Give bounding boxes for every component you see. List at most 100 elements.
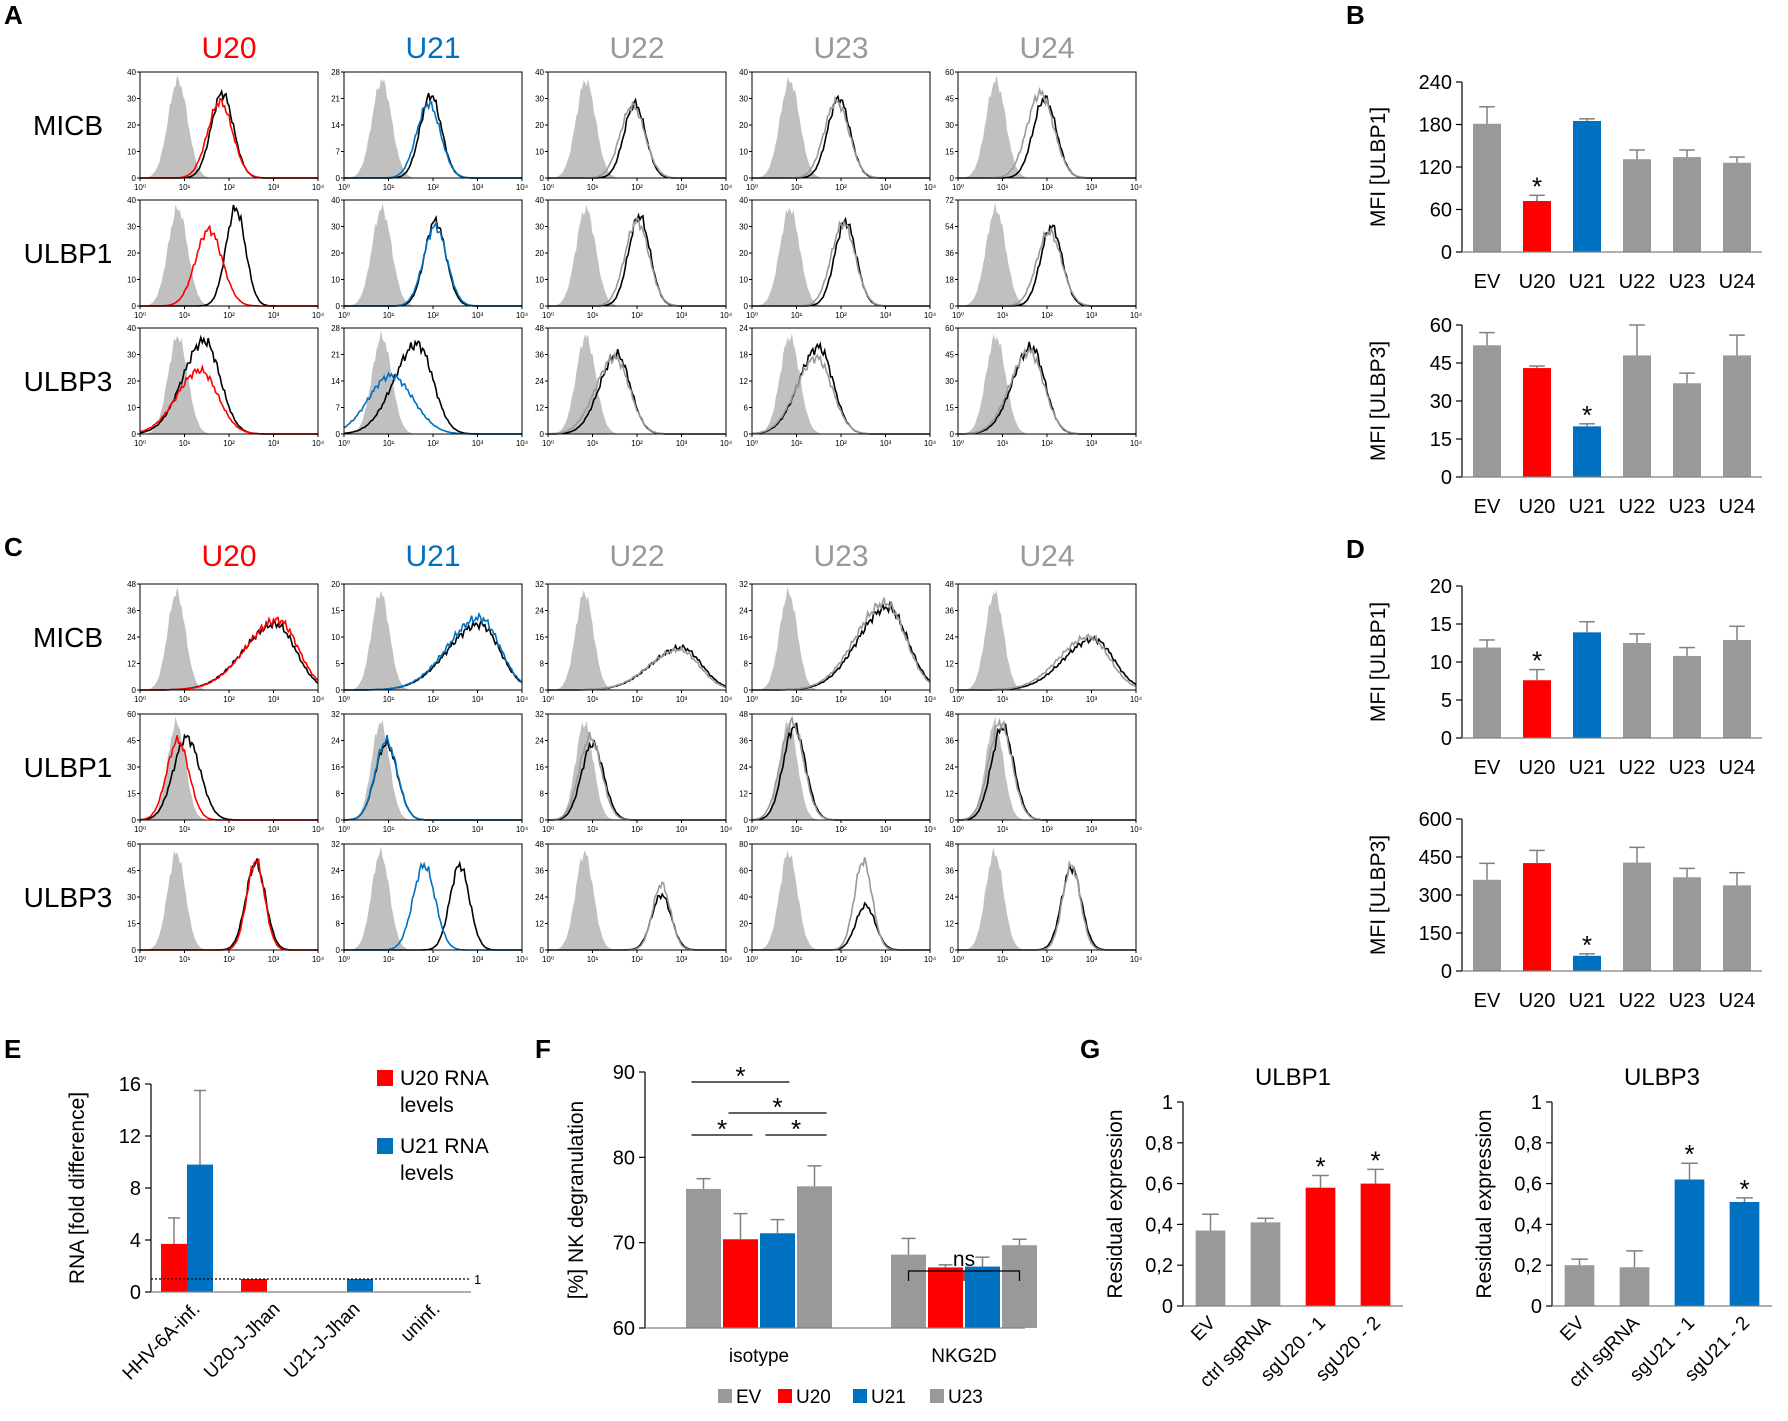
- x-tick-label: 10⁴: [312, 183, 325, 192]
- y-tick-label: 10: [739, 276, 748, 285]
- x-tick-label: U23: [1669, 757, 1706, 779]
- y-tick-label: 48: [945, 580, 954, 589]
- y-tick-label: 48: [945, 710, 954, 719]
- isotype-histogram: [344, 590, 522, 690]
- y-tick-label: 30: [127, 763, 136, 772]
- significance-bracket: *: [691, 1061, 790, 1091]
- c-histogram-micb-u22: 0 8 16 24 32 10⁰ 10¹ 10² 10³ 10⁴: [535, 580, 733, 704]
- x-tick-label: U23: [1669, 496, 1706, 518]
- x-tick-label: 10³: [880, 183, 892, 192]
- x-tick-label: 10⁰: [746, 439, 758, 448]
- y-tick-label: 21: [331, 351, 340, 360]
- y-tick-label: 0: [336, 430, 341, 439]
- x-tick-label: 10⁴: [720, 439, 733, 448]
- x-tick-label: 10⁴: [924, 311, 937, 320]
- x-tick-label: 10¹: [997, 439, 1009, 448]
- x-tick-label: 10¹: [179, 695, 191, 704]
- y-tick-label: 0: [1162, 1296, 1173, 1318]
- x-tick-label: 10⁴: [720, 183, 733, 192]
- bar-nkg2d-ev: [891, 1254, 926, 1328]
- bracket-label: *: [717, 1114, 727, 1144]
- x-tick-label: U21: [1569, 757, 1606, 779]
- x-tick-label: 10⁴: [1130, 825, 1143, 834]
- bar-sgu20-2: [1360, 1183, 1391, 1306]
- significance-bracket: *: [691, 1114, 753, 1144]
- isotype-histogram: [548, 590, 726, 690]
- y-tick-label: 15: [945, 148, 954, 157]
- x-tick-label: 10⁰: [134, 825, 146, 834]
- x-tick-label: 10³: [1086, 183, 1098, 192]
- a-histogram-micb-u24: 0 15 30 45 60 10⁰ 10¹ 10² 10³ 10⁴: [945, 68, 1143, 192]
- y-tick-label: 45: [945, 351, 954, 360]
- y-tick-label: 12: [945, 920, 954, 929]
- x-tick-label: 10⁰: [338, 183, 350, 192]
- x-tick-label: 10⁰: [952, 825, 964, 834]
- y-tick-label: 40: [127, 196, 136, 205]
- y-tick-label: 30: [535, 95, 544, 104]
- c-histogram-ulbp1-u22: 0 8 16 24 32 10⁰ 10¹ 10² 10³ 10⁴: [535, 710, 733, 834]
- x-tick-label: 10²: [835, 955, 847, 964]
- x-tick-label: U20: [1519, 496, 1556, 518]
- y-tick-label: 16: [535, 763, 544, 772]
- isotype-histogram: [344, 719, 522, 820]
- y-tick-label: 0: [336, 302, 341, 311]
- x-tick-label: 10¹: [791, 183, 803, 192]
- x-tick-label: 10⁰: [338, 825, 350, 834]
- x-tick-label: U24: [1719, 757, 1756, 779]
- x-tick-label: 10²: [631, 825, 643, 834]
- y-tick-label: 1: [1531, 1092, 1542, 1114]
- panel-letter-e: E: [4, 1034, 21, 1064]
- x-tick-label: 10⁰: [746, 311, 758, 320]
- bar-u24: [1723, 639, 1751, 738]
- x-tick-label: 10²: [631, 311, 643, 320]
- x-tick-label: EV: [1474, 757, 1501, 779]
- bracket-label: *: [735, 1061, 745, 1091]
- a-histogram-ulbp3-u24: 0 15 30 45 60 10⁰ 10¹ 10² 10³ 10⁴: [945, 324, 1143, 448]
- x-tick-label: 10⁴: [924, 825, 937, 834]
- x-tick-label: 10³: [880, 311, 892, 320]
- y-tick-label: 8: [336, 920, 341, 929]
- x-tick-label: 10³: [268, 439, 280, 448]
- x-tick-label: 10¹: [791, 955, 803, 964]
- x-tick-label: 10⁴: [516, 439, 529, 448]
- y-tick-label: 18: [739, 351, 748, 360]
- y-tick-label: 20: [127, 121, 136, 130]
- y-tick-label: 150: [1419, 923, 1452, 945]
- y-tick-label: 20: [535, 249, 544, 258]
- bar-nkg2d-u21: [965, 1266, 1000, 1328]
- y-tick-label: 8: [744, 660, 749, 669]
- x-tick-label: 10¹: [997, 311, 1009, 320]
- y-tick-label: 60: [127, 840, 136, 849]
- y-tick-label: 24: [739, 324, 748, 333]
- y-tick-label: 0: [950, 430, 955, 439]
- x-tick-label: 10⁰: [952, 439, 964, 448]
- y-tick-label: 10: [535, 148, 544, 157]
- legend-swatch: [377, 1138, 393, 1154]
- x-tick-label: 10³: [676, 183, 688, 192]
- y-tick-label: 21: [331, 95, 340, 104]
- y-tick-label: 36: [945, 867, 954, 876]
- bar-u20-rna-levels-0: [161, 1243, 187, 1292]
- y-tick-label: 0: [336, 946, 341, 955]
- x-tick-label: 10²: [631, 695, 643, 704]
- x-tick-label: 10²: [1041, 955, 1053, 964]
- y-tick-label: 20: [535, 121, 544, 130]
- y-tick-label: 15: [127, 920, 136, 929]
- y-tick-label: 36: [127, 607, 136, 616]
- y-axis-label: MFI [ULBP1]: [1367, 107, 1390, 227]
- legend-swatch-u20: [778, 1389, 792, 1403]
- y-tick-label: 36: [535, 867, 544, 876]
- isotype-histogram: [548, 204, 726, 306]
- y-tick-label: 60: [127, 710, 136, 719]
- x-tick-label: 10³: [472, 955, 484, 964]
- y-tick-label: 48: [945, 840, 954, 849]
- y-tick-label: 0,8: [1145, 1133, 1173, 1155]
- x-tick-label: U20: [1519, 990, 1556, 1012]
- a-histogram-ulbp1-u24: 0 18 36 54 72 10⁰ 10¹ 10² 10³ 10⁴: [945, 196, 1143, 320]
- y-tick-label: 32: [535, 710, 544, 719]
- y-tick-label: 48: [535, 840, 544, 849]
- x-tick-label: 10³: [268, 825, 280, 834]
- a-row-label-micb: MICB: [33, 110, 103, 141]
- y-tick-label: 40: [331, 196, 340, 205]
